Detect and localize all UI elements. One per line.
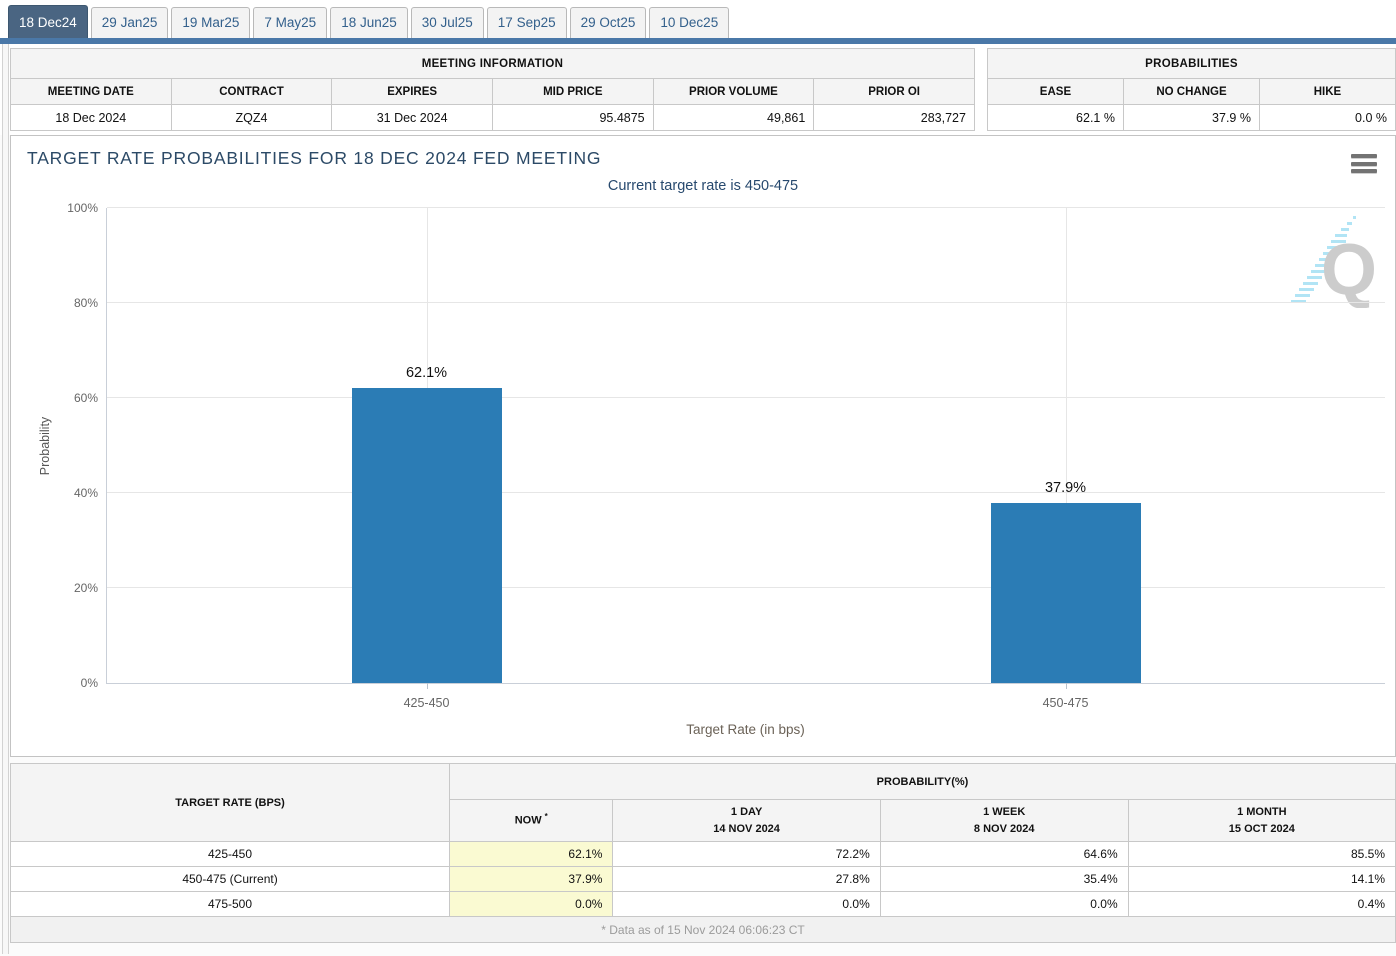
mi-values-cell: 95.4875	[491, 104, 654, 131]
probability-cell: 64.6%	[879, 841, 1129, 867]
mi-values-cell: 18 Dec 2024	[10, 104, 172, 131]
top-summary-row: MEETING INFORMATION MEETING DATE CONTRACT…	[0, 44, 1396, 135]
bar-data-label: 37.9%	[1044, 479, 1087, 496]
y-axis-tick-label: 40%	[73, 486, 98, 500]
tab-meeting-18-jun25[interactable]: 18 Jun25	[330, 7, 408, 38]
history-column-header: 1 MONTH 15 OCT 2024	[1127, 799, 1396, 842]
probability-bar-425-450[interactable]	[351, 388, 502, 683]
x-axis-category-label: 425-450	[403, 696, 450, 710]
probability-history-table: TARGET RATE (BPS) PROBABILITY(%) NOW * 1 …	[9, 763, 1396, 943]
mi-headers-cell: PRIOR VOLUME	[652, 78, 815, 105]
tab-meeting-18-dec24[interactable]: 18 Dec24	[8, 5, 88, 38]
tab-meeting-29-oct25[interactable]: 29 Oct25	[569, 7, 647, 38]
history-column-header: 1 WEEK 8 NOV 2024	[879, 799, 1129, 842]
ps-headers-cell: EASE	[986, 78, 1124, 105]
ps-values-cell: 0.0 %	[1258, 104, 1396, 131]
svg-text:Q: Q	[1321, 230, 1377, 308]
tab-meeting-30-jul25[interactable]: 30 Jul25	[410, 7, 484, 38]
probability-cell: 0.4%	[1127, 891, 1396, 917]
meeting-information-table: MEETING INFORMATION MEETING DATE CONTRACT…	[10, 48, 975, 131]
history-column-header: NOW *	[449, 799, 614, 842]
probability-cell: 14.1%	[1127, 866, 1396, 892]
bar-data-label: 62.1%	[405, 365, 448, 382]
chart-title: TARGET RATE PROBABILITIES FOR 18 DEC 202…	[27, 148, 602, 168]
meeting-date-tabbar: 18 Dec24 29 Jan25 19 Mar25 7 May25 18 Jun25 3…	[0, 0, 1396, 38]
mi-headers-cell: MID PRICE	[491, 78, 654, 105]
probability-cell: 0.0%	[879, 891, 1129, 917]
history-table-row: 425-450 62.1% 72.2% 64.6% 85.5%	[9, 841, 1396, 867]
mi-values-cell: 31 Dec 2024	[331, 104, 493, 131]
history-column-header: 1 DAY 14 NOV 2024	[612, 799, 881, 842]
target-rate-cell: 475-500	[9, 891, 451, 917]
probability-cell: 62.1%	[449, 841, 614, 867]
history-subheaders: NOW * 1 DAY 14 NOV 2024 1 WEEK 8 NOV 2024 1 M…	[11, 799, 1396, 842]
y-axis-tick-label: 0%	[80, 676, 98, 690]
tab-meeting-19-mar25[interactable]: 19 Mar25	[171, 7, 251, 38]
category-slot: 62.1% 425-450	[107, 208, 746, 710]
probability-history-section: TARGET RATE (BPS) PROBABILITY(%) NOW * 1 …	[9, 763, 1396, 943]
probability-group-header: PROBABILITY(%)	[449, 763, 1396, 800]
history-table-row: 475-500 0.0% 0.0% 0.0% 0.4%	[9, 891, 1396, 917]
probability-cell: 37.9%	[449, 866, 614, 892]
x-gridline	[1065, 208, 1067, 683]
y-axis-tick-label: 80%	[73, 296, 98, 310]
target-rate-column-header: TARGET RATE (BPS)	[9, 763, 451, 842]
data-asof-footnote: * Data as of 15 Nov 2024 06:06:23 CT	[10, 916, 1396, 943]
mi-headers-cell: MEETING DATE	[10, 78, 172, 105]
probability-cell: 0.0%	[612, 891, 881, 917]
probability-cell: 85.5%	[1127, 841, 1396, 867]
probabilities-values: 62.1 % 37.9 % 0.0 %	[986, 104, 1396, 131]
probabilities-headers: EASE NO CHANGE HIKE	[986, 78, 1396, 105]
mi-values-cell: 49,861	[652, 104, 815, 131]
probability-bar-450-475[interactable]	[990, 502, 1141, 683]
x-axis-tick	[1065, 683, 1067, 689]
chart-subtitle: Current target rate is 450-475	[607, 178, 799, 194]
y-gridline	[107, 587, 1385, 588]
chart-export-menu-icon[interactable]	[1351, 154, 1377, 173]
tab-meeting-10-dec25[interactable]: 10 Dec25	[649, 7, 730, 38]
probability-cell: 72.2%	[612, 841, 881, 867]
mi-headers-cell: PRIOR OI	[813, 78, 975, 105]
x-axis-tick	[426, 683, 428, 689]
y-gridline	[107, 397, 1385, 398]
ps-headers-cell: NO CHANGE	[1122, 78, 1260, 105]
x-axis-category-label: 450-475	[1042, 696, 1089, 710]
mi-headers-cell: EXPIRES	[331, 78, 493, 105]
mi-headers-cell: CONTRACT	[170, 78, 333, 105]
target-rate-cell: 425-450	[9, 841, 451, 867]
probabilities-summary-table: PROBABILITIES EASE NO CHANGE HIKE 62.1 % 37…	[986, 48, 1396, 131]
quikstrike-logo-watermark: Q	[1287, 212, 1379, 310]
y-axis-tick-label: 60%	[73, 391, 98, 405]
y-axis-title: Probability	[38, 416, 52, 476]
meeting-information-headers: MEETING DATE CONTRACT EXPIRES MID PRICE PRIO…	[10, 78, 975, 105]
mi-values-cell: ZQZ4	[170, 104, 333, 131]
tabbar-underline	[0, 38, 1396, 44]
target-rate-chart-panel: TARGET RATE PROBABILITIES FOR 18 DEC 202…	[10, 135, 1396, 757]
y-gridline	[107, 207, 1385, 208]
probability-cell: 0.0%	[449, 891, 614, 917]
ps-headers-cell: HIKE	[1258, 78, 1396, 105]
y-gridline	[107, 302, 1385, 303]
ps-values-cell: 62.1 %	[986, 104, 1124, 131]
page-left-border	[2, 44, 9, 954]
y-axis-tick-label: 20%	[73, 581, 98, 595]
probabilities-title: PROBABILITIES	[986, 48, 1396, 79]
tab-meeting-17-sep25[interactable]: 17 Sep25	[486, 7, 567, 38]
x-axis-title: Target Rate (in bps)	[686, 722, 805, 737]
plot-area: 0% 20% 40% 60% 80% 100% 62.1% 425-450 37.9% 450-4…	[67, 201, 1385, 710]
tab-meeting-29-jan25[interactable]: 29 Jan25	[90, 7, 169, 38]
probability-cell: 27.8%	[612, 866, 881, 892]
y-axis-tick-label: 100%	[67, 201, 98, 215]
y-gridline	[107, 492, 1385, 493]
tab-meeting-7-may25[interactable]: 7 May25	[253, 7, 328, 38]
mi-values-cell: 283,727	[813, 104, 975, 131]
meeting-information-values: 18 Dec 2024 ZQZ4 31 Dec 2024 95.4875 49,861 2…	[10, 104, 975, 131]
meeting-information-title: MEETING INFORMATION	[10, 48, 975, 79]
history-table-row: 450-475 (Current) 37.9% 27.8% 35.4% 14.1%	[9, 866, 1396, 892]
ps-values-cell: 37.9 %	[1122, 104, 1260, 131]
probability-cell: 35.4%	[879, 866, 1129, 892]
target-rate-cell: 450-475 (Current)	[9, 866, 451, 892]
category-slot: 37.9% 450-475	[746, 208, 1385, 710]
